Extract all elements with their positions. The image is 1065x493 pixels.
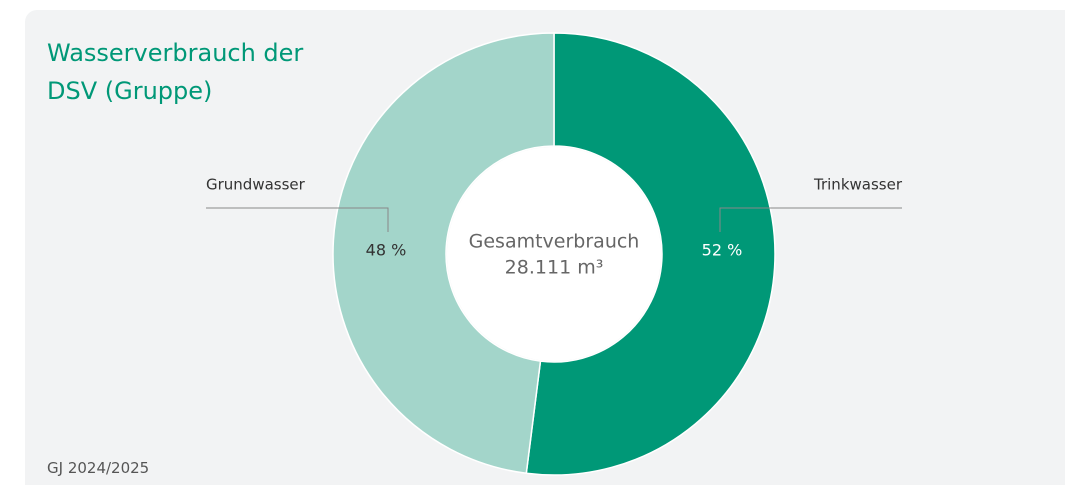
category-label: Trinkwasser xyxy=(813,176,903,194)
value-label: 48 % xyxy=(366,241,407,260)
total-label: 28.111 m³ xyxy=(505,257,604,279)
value-label: 52 % xyxy=(702,241,743,260)
category-label: Grundwasser xyxy=(206,176,306,194)
footnote: GJ 2024/2025 xyxy=(47,459,150,477)
slice xyxy=(525,32,776,476)
donut-hole xyxy=(447,147,661,361)
leader-line xyxy=(719,207,902,232)
slice xyxy=(332,32,555,475)
chart-title: Wasserverbrauch der DSV (Gruppe) xyxy=(47,39,304,105)
leader-line xyxy=(206,207,389,232)
center-label: Gesamtverbrauch xyxy=(469,231,640,253)
